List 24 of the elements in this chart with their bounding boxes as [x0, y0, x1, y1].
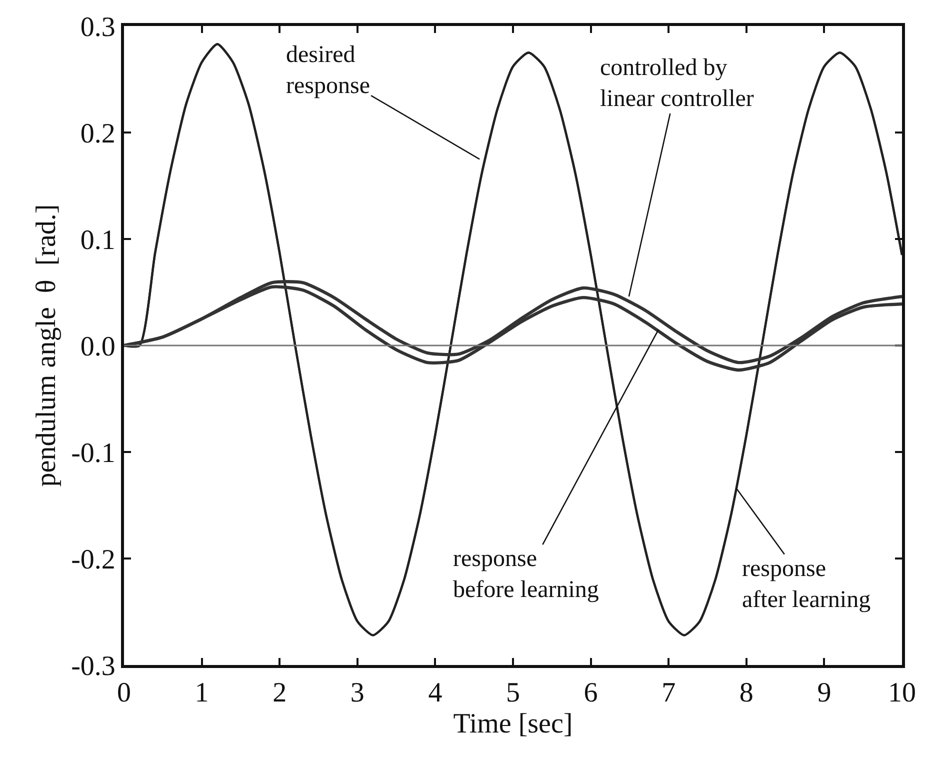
x-tick-label: 7 [662, 678, 676, 709]
x-tick-label: 1 [194, 678, 209, 709]
x-tick-label: 4 [428, 678, 442, 709]
annotation: response before learning [453, 546, 599, 604]
annotation: controlled by linear controller [600, 55, 754, 112]
annotation: desired response [286, 42, 370, 100]
x-tick-label: 8 [739, 678, 754, 709]
y-tick-label: 0.1 [80, 224, 116, 256]
y-tick-label: -0.3 [71, 650, 116, 682]
annotation: response after learning [742, 556, 871, 614]
x-axis-title: Time [sec] [453, 708, 573, 740]
x-tick-label: 9 [817, 678, 832, 709]
x-tick-label: 6 [584, 678, 598, 709]
x-tick-label: 10 [888, 678, 916, 709]
x-tick-label: 0 [117, 678, 131, 709]
y-tick-label: 0.3 [80, 12, 116, 43]
x-tick-label: 2 [272, 678, 287, 709]
x-tick-label: 3 [350, 678, 364, 709]
y-tick-label: -0.1 [71, 438, 116, 469]
y-tick-label: 0.2 [80, 118, 116, 150]
y-tick-label: 0.0 [80, 331, 116, 362]
x-tick-label: 5 [506, 678, 520, 709]
y-axis-title: pendulum angle θ [rad.] [30, 204, 62, 487]
y-tick-label: -0.2 [71, 544, 116, 576]
